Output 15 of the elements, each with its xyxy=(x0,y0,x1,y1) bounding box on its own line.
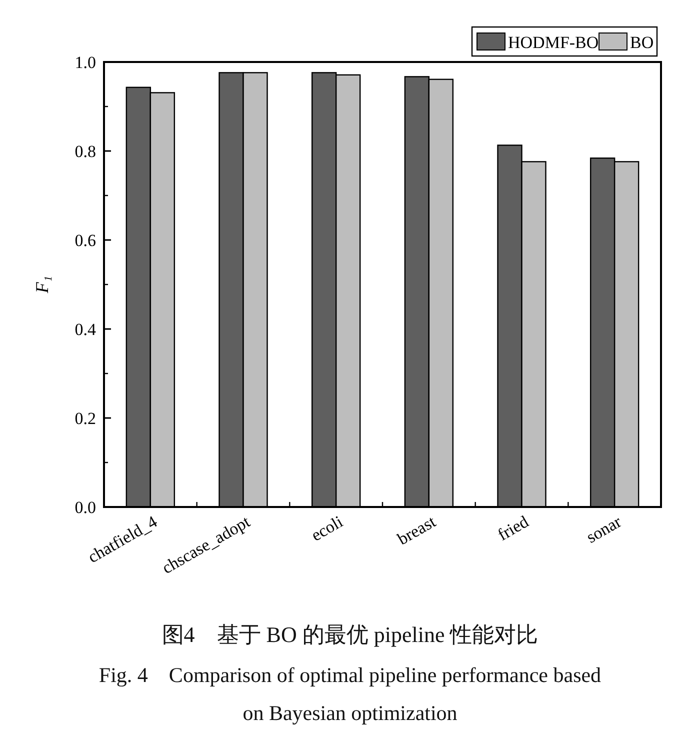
x-tick-label: sonar xyxy=(583,512,625,547)
x-tick-label: fried xyxy=(494,512,532,545)
y-tick-label: 0.6 xyxy=(74,231,96,250)
text: Fig. 4 Comparison of optimal pipeline performance based on Bayesian optimization xyxy=(98,662,602,727)
y-tick-label: 1.0 xyxy=(74,53,96,72)
text: 图4 基于 BO 的最优 pipeline 性能对比 xyxy=(160,621,540,649)
y-tick-label: 0.2 xyxy=(74,409,96,428)
legend-label: BO xyxy=(630,33,654,52)
y-tick-label: 0.4 xyxy=(74,320,96,339)
legend-label: HODMF-BO xyxy=(508,33,599,52)
x-tick-label: breast xyxy=(394,512,440,549)
y-tick-label: 0.8 xyxy=(74,142,96,161)
x-tick-label: ecoli xyxy=(308,512,346,545)
y-axis-title: F₁ xyxy=(32,276,52,294)
y-tick-label: 0.0 xyxy=(74,498,96,517)
